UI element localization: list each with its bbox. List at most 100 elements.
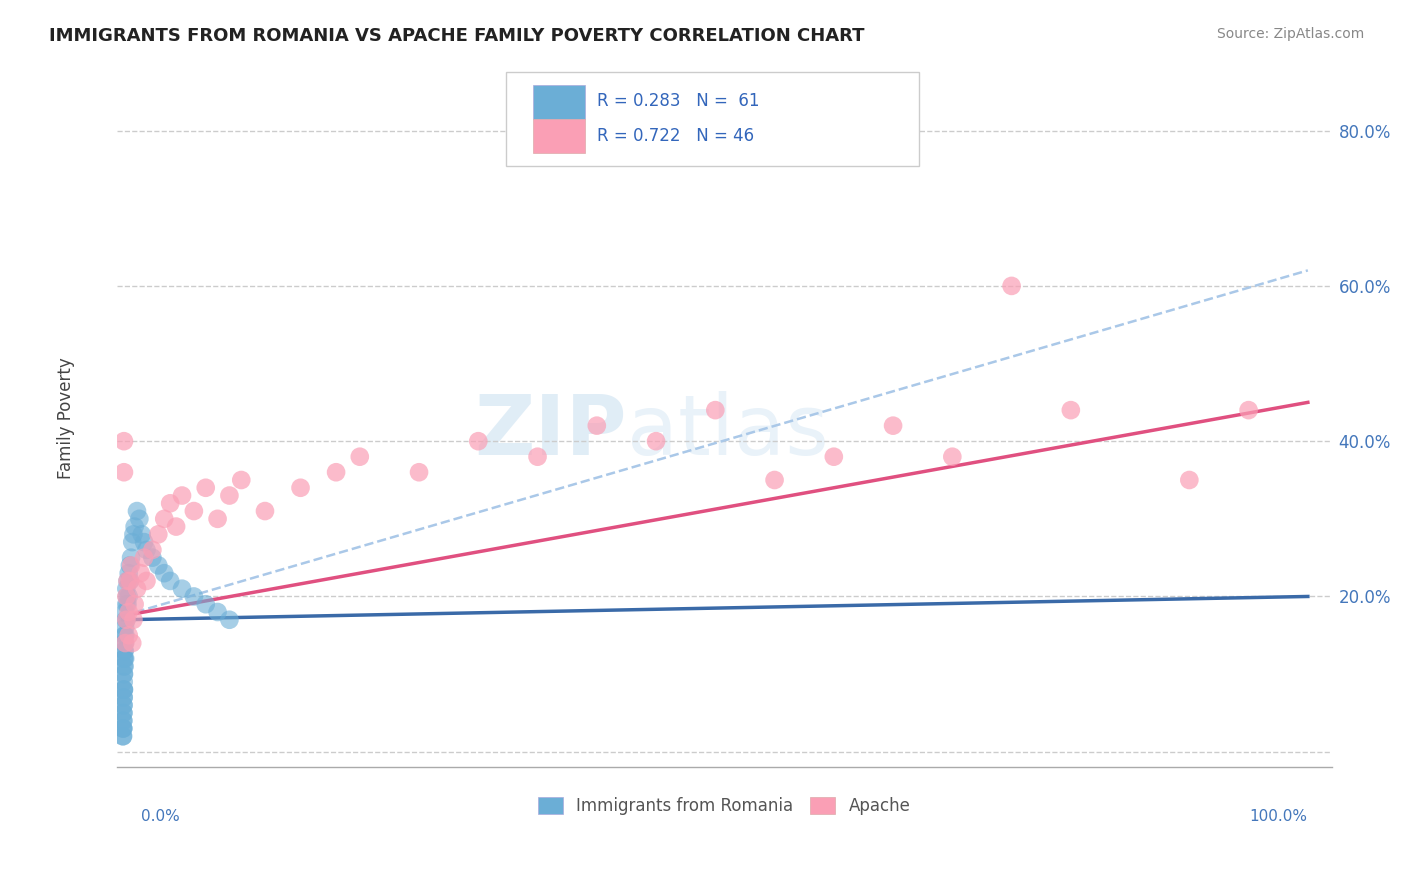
Point (115, 597, 138, 611)
Point (114, 636, 136, 650)
Point (1000, 279, 1022, 293)
Point (194, 481, 217, 495)
Point (112, 698, 135, 713)
Point (131, 527, 153, 541)
Point (135, 574, 157, 588)
Point (124, 519, 146, 533)
FancyBboxPatch shape (506, 72, 918, 166)
Point (118, 590, 141, 604)
Point (117, 574, 139, 588)
Point (112, 706, 135, 720)
Point (112, 674, 135, 689)
Point (114, 659, 136, 673)
Point (112, 659, 135, 673)
Point (124, 597, 146, 611)
Point (114, 613, 136, 627)
Point (112, 434, 135, 449)
Point (148, 527, 170, 541)
Point (941, 450, 963, 464)
Point (218, 489, 240, 503)
Point (118, 628, 141, 642)
Point (882, 418, 904, 433)
Point (112, 722, 135, 736)
Point (111, 729, 134, 743)
Point (114, 620, 136, 634)
Point (112, 722, 135, 736)
Point (120, 558, 142, 573)
Point (114, 636, 136, 650)
Point (112, 714, 135, 728)
Point (1237, 403, 1260, 417)
Point (121, 535, 143, 549)
Point (153, 566, 176, 581)
Point (132, 535, 155, 549)
Point (135, 542, 157, 557)
Point (115, 613, 138, 627)
Text: Source: ZipAtlas.com: Source: ZipAtlas.com (1216, 27, 1364, 41)
Point (122, 613, 145, 627)
Point (112, 651, 135, 665)
Point (1178, 473, 1201, 487)
Point (112, 682, 135, 697)
Point (585, 418, 607, 433)
Point (118, 574, 141, 588)
Point (112, 706, 135, 720)
Point (114, 651, 136, 665)
Point (120, 550, 142, 565)
Point (121, 636, 143, 650)
Point (290, 481, 312, 495)
Point (349, 450, 371, 464)
Point (118, 558, 141, 573)
Point (112, 714, 135, 728)
Point (467, 434, 489, 449)
Point (111, 722, 134, 736)
Point (165, 519, 187, 533)
Point (114, 644, 136, 658)
Point (125, 582, 148, 596)
Point (114, 628, 136, 642)
Point (115, 590, 138, 604)
Point (122, 527, 145, 541)
Point (141, 550, 163, 565)
Point (112, 690, 135, 705)
Text: ZIP: ZIP (474, 392, 627, 473)
Point (114, 605, 136, 619)
Point (115, 613, 138, 627)
Point (704, 403, 727, 417)
Point (218, 613, 240, 627)
Point (117, 574, 139, 588)
Point (117, 597, 139, 611)
Point (118, 566, 141, 581)
Point (408, 465, 430, 479)
Point (526, 450, 548, 464)
Point (1060, 403, 1083, 417)
Point (112, 698, 135, 713)
Point (645, 434, 668, 449)
Text: R = 0.283   N =  61: R = 0.283 N = 61 (596, 93, 759, 111)
Point (112, 651, 135, 665)
Point (763, 473, 786, 487)
Point (115, 582, 138, 596)
Point (183, 590, 205, 604)
Point (325, 465, 347, 479)
Point (125, 504, 148, 518)
Point (170, 582, 193, 596)
Point (183, 504, 205, 518)
Text: atlas: atlas (627, 392, 828, 473)
Text: R = 0.722   N = 46: R = 0.722 N = 46 (596, 127, 754, 145)
Point (170, 489, 193, 503)
Point (132, 550, 155, 565)
Y-axis label: Family Poverty: Family Poverty (58, 357, 75, 479)
Text: IMMIGRANTS FROM ROMANIA VS APACHE FAMILY POVERTY CORRELATION CHART: IMMIGRANTS FROM ROMANIA VS APACHE FAMILY… (49, 27, 865, 45)
Point (112, 690, 135, 705)
Point (194, 597, 217, 611)
Point (114, 628, 136, 642)
Point (112, 667, 135, 681)
FancyBboxPatch shape (533, 85, 585, 119)
Point (128, 512, 150, 526)
Text: 100.0%: 100.0% (1250, 809, 1308, 824)
Point (118, 574, 141, 588)
Point (112, 682, 135, 697)
Point (111, 729, 134, 743)
FancyBboxPatch shape (533, 119, 585, 153)
